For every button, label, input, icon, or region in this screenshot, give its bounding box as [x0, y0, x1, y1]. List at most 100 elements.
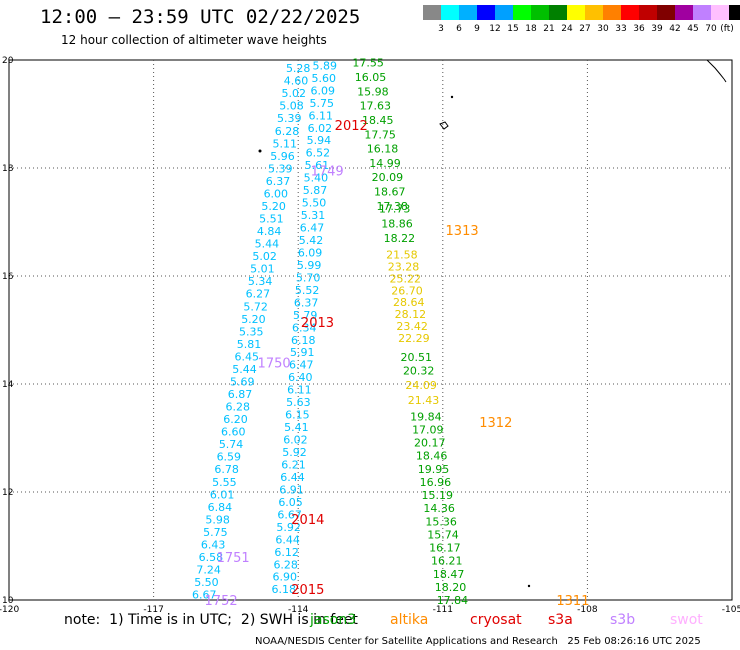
wave-height-value: 18.20 [435, 581, 467, 594]
wave-height-value: 6.78 [214, 463, 239, 476]
wave-height-value: 5.74 [219, 438, 244, 451]
wave-height-value: 28.64 [393, 296, 425, 309]
scale-label: 45 [687, 24, 699, 34]
wave-height-value: 20.51 [401, 351, 433, 364]
wave-height-value: 5.69 [230, 375, 255, 388]
scale-swatch [639, 5, 657, 20]
scale-swatch [603, 5, 621, 20]
wave-height-value: 6.59 [217, 451, 242, 464]
scale-swatch [531, 5, 549, 20]
wave-height-value: 20.09 [372, 171, 404, 184]
scale-swatch [621, 5, 639, 20]
wave-height-value: 16.18 [367, 143, 399, 156]
wave-height-value: 15.98 [357, 85, 389, 98]
pass-label: 1752 [205, 594, 238, 609]
scale-label: 39 [651, 24, 663, 34]
scale-label: 27 [579, 24, 591, 34]
wave-height-value: 5.94 [307, 134, 332, 147]
x-tick-label: -111 [433, 605, 453, 612]
wave-height-value: 6.15 [285, 409, 310, 422]
scale-label: 30 [597, 24, 609, 34]
wave-height-value: 6.28 [273, 558, 298, 571]
scale-label: 42 [669, 24, 681, 34]
wave-height-value: 5.96 [270, 150, 295, 163]
wave-height-value: 5.20 [241, 313, 266, 326]
wave-height-value: 14.36 [423, 502, 455, 515]
pass-label: 1749 [311, 165, 344, 180]
wave-height-value: 6.05 [278, 496, 303, 509]
wave-height-value: 5.34 [248, 275, 273, 288]
wave-height-value: 6.12 [274, 546, 299, 559]
scale-label: 24 [561, 24, 573, 34]
wave-height-value: 6.45 [234, 350, 259, 363]
scale-swatch [693, 5, 711, 20]
pass-label: 2014 [291, 513, 324, 528]
wave-height-value: 6.18 [271, 583, 296, 596]
wave-height-value: 24.09 [405, 379, 437, 392]
wave-height-value: 5.79 [293, 309, 318, 322]
map-grid: -120 -117 -114 -111 -108 -105 10 12 14 16 18 20 [0, 56, 740, 612]
wave-height-value: 6.09 [311, 84, 336, 97]
wave-height-value: 17.09 [412, 424, 444, 437]
wave-height-value: 26.70 [391, 284, 423, 297]
wave-height-value: 5.52 [295, 284, 320, 297]
y-tick-label: 20 [2, 56, 14, 66]
wave-height-value: 5.02 [281, 87, 306, 100]
pass-annotations: 2012 2013 2014 2015 1313 1312 1311 1749 1750 1751… [205, 119, 590, 609]
wave-height-value: 5.92 [276, 521, 301, 534]
pass-label: 2012 [335, 119, 368, 134]
x-tick-label: -117 [143, 605, 163, 612]
wave-height-value: 6.37 [294, 296, 319, 309]
wave-height-value: 6.67 [277, 508, 302, 521]
wave-height-value: 5.81 [237, 338, 262, 351]
wave-height-value: 14.99 [369, 157, 401, 170]
x-tick-label: -114 [288, 605, 309, 612]
wave-height-value: 18.86 [381, 217, 413, 230]
wave-height-value: 5.11 [273, 137, 298, 150]
wave-height-value: 17.84 [437, 594, 469, 607]
wave-height-value: 5.60 [311, 72, 336, 85]
wave-height-value: 5.75 [310, 97, 335, 110]
wave-height-value: 5.91 [290, 346, 315, 359]
wave-height-value: 16.96 [420, 476, 452, 489]
wave-height-value: 28.12 [395, 308, 427, 321]
wave-height-value: 6.02 [283, 434, 308, 447]
wave-height-value: 16.21 [431, 555, 463, 568]
scale-label: 12 [489, 24, 501, 34]
x-tick-label: -108 [577, 605, 598, 612]
map-subtitle: 12 hour collection of altimeter wave hei… [61, 33, 327, 47]
wave-height-value: 5.89 [312, 59, 337, 72]
y-tick-label: 18 [2, 164, 14, 174]
x-tick-label: -105 [722, 605, 740, 612]
pass-label: 1750 [258, 356, 291, 371]
wave-height-value: 4.84 [257, 225, 282, 238]
wave-height-value: 20.32 [403, 365, 435, 378]
scale-label: 15 [507, 24, 519, 34]
wave-height-value: 15.36 [425, 515, 457, 528]
scale-label: 70 [705, 24, 717, 34]
wave-height-value: 6.87 [228, 388, 253, 401]
wave-height-value: 6.09 [298, 246, 323, 259]
wave-height-value: 6.28 [226, 401, 251, 414]
wave-height-value: 6.28 [275, 125, 300, 138]
wave-height-value: 6.21 [281, 458, 306, 471]
wave-height-value: 20.17 [414, 437, 446, 450]
wave-height-value: 4.60 [284, 75, 309, 88]
scale-unit: (ft) [720, 24, 734, 34]
wave-height-value: 17.63 [360, 100, 392, 113]
wave-height-value: 17.38 [376, 200, 408, 213]
wave-height-value: 5.02 [252, 250, 277, 263]
legend-cryosat: cryosat [470, 612, 522, 628]
wave-height-value: 5.40 [304, 172, 329, 185]
y-tick-label: 12 [2, 488, 13, 498]
scale-swatch [567, 5, 585, 20]
wave-height-value: 6.34 [292, 321, 317, 334]
scale-swatch [657, 5, 675, 20]
wave-height-value: 21.43 [408, 394, 440, 407]
wave-height-value: 5.44 [255, 238, 280, 251]
y-tick-label: 10 [2, 596, 14, 606]
wave-height-value: 6.60 [221, 426, 246, 439]
legend-s3a: s3a [548, 612, 573, 628]
scale-label: 36 [633, 24, 645, 34]
wave-height-value: 6.43 [201, 538, 226, 551]
